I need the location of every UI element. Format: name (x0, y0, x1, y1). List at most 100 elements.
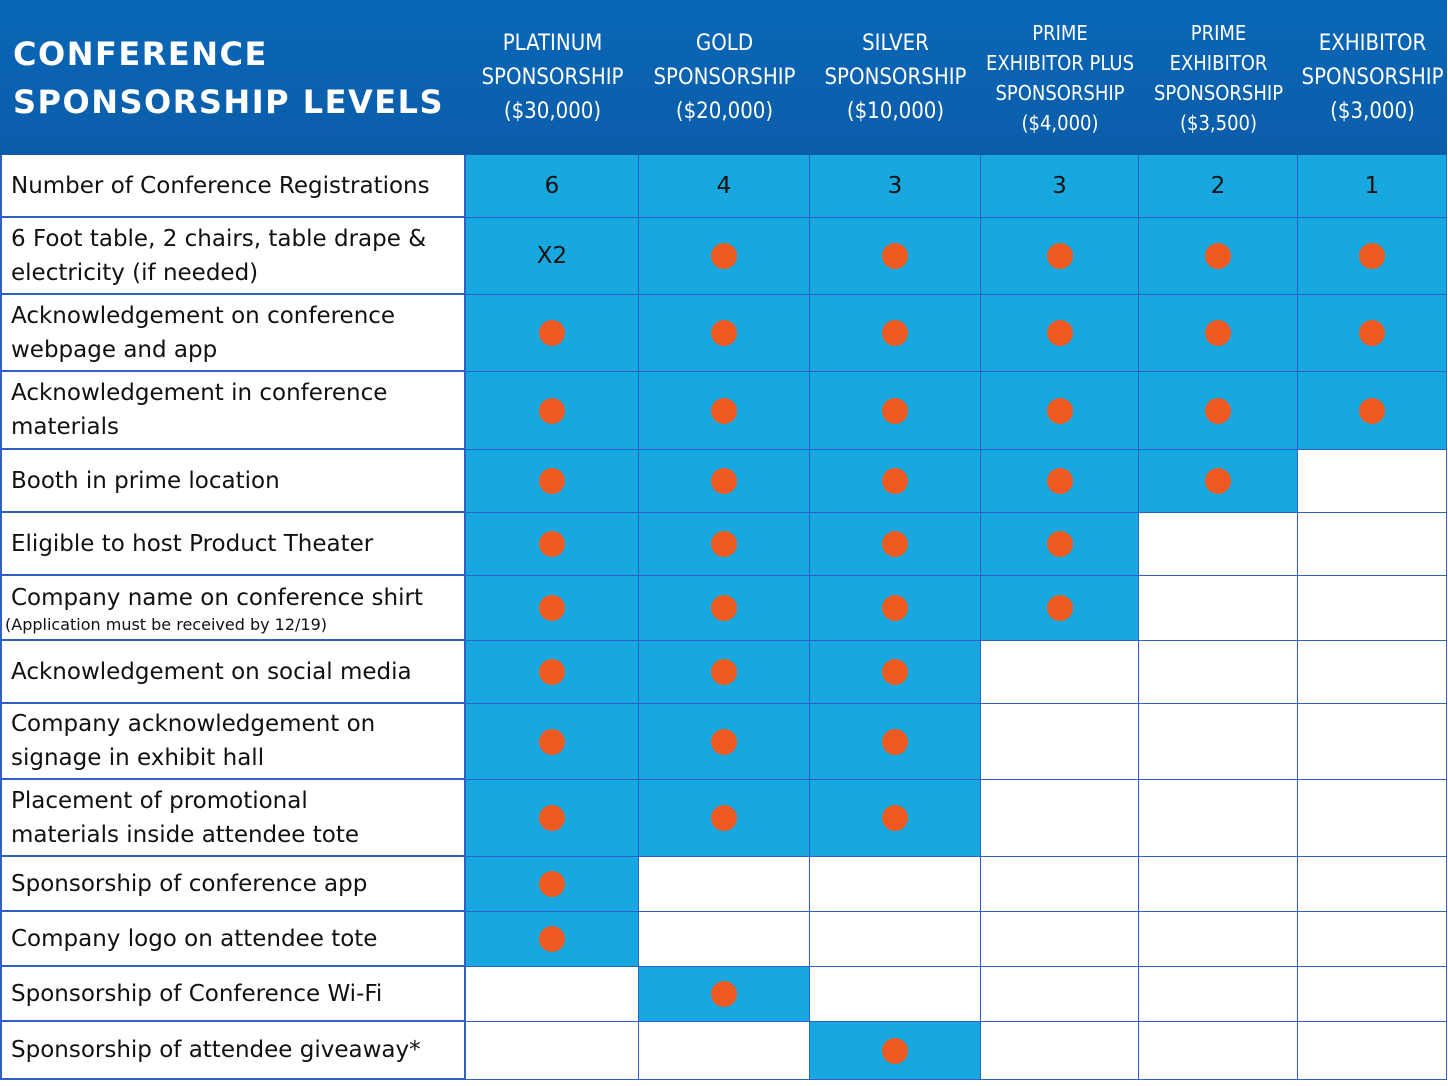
included-dot-icon (539, 320, 565, 346)
included-dot-icon (1359, 320, 1385, 346)
table-cell-gold (639, 912, 810, 967)
table-cell-platinum (466, 295, 639, 372)
included-dot-icon (711, 531, 737, 557)
table-cell-prime-exhibitor-plus (981, 295, 1139, 372)
table-cell-silver (810, 641, 981, 704)
row-label: Placement of promotional materials insid… (0, 780, 466, 857)
row-label: Acknowledgement on conference webpage an… (0, 295, 466, 372)
included-dot-icon (539, 871, 565, 897)
benefit-name: Eligible to host Product Theater (11, 530, 374, 557)
table-cell-silver (810, 1022, 981, 1080)
table-cell-prime-exhibitor (1139, 967, 1298, 1022)
row-label: Eligible to host Product Theater (0, 513, 466, 576)
table-cell-platinum (466, 641, 639, 704)
included-dot-icon (1205, 397, 1231, 424)
cell-value: 1 (1364, 173, 1380, 199)
table-cell-exhibitor (1298, 704, 1447, 780)
table-cell-silver (810, 450, 981, 513)
included-dot-icon (539, 805, 565, 831)
table-cell-exhibitor (1298, 1022, 1447, 1080)
table-cell-platinum (466, 912, 639, 967)
included-dot-icon (1046, 397, 1073, 424)
table-cell-gold (639, 967, 810, 1022)
included-dot-icon (711, 981, 737, 1007)
table-cell-prime-exhibitor-plus (981, 780, 1139, 857)
table-cell-prime-exhibitor (1139, 218, 1298, 295)
table-cell-gold (639, 857, 810, 912)
included-dot-icon (711, 320, 737, 346)
benefit-name: Acknowledgement on social media (11, 658, 412, 685)
table-cell-gold: 4 (639, 155, 810, 218)
table-cell-platinum (466, 576, 639, 641)
benefit-name: Company logo on attendee tote (11, 925, 378, 952)
table-cell-prime-exhibitor (1139, 641, 1298, 704)
benefit-name: Sponsorship of attendee giveaway* (11, 1037, 421, 1063)
table-cell-platinum (466, 857, 639, 912)
tier-header-exhibitor: EXHIBITOR SPONSORSHIP ($3,000) (1298, 0, 1447, 155)
table-cell-platinum: X2 (466, 218, 639, 295)
included-dot-icon (882, 531, 908, 557)
table-cell-silver (810, 372, 981, 450)
included-dot-icon (882, 595, 908, 621)
row-label: Acknowledgement in conference materials (0, 372, 466, 450)
row-label: Sponsorship of attendee giveaway* (0, 1022, 466, 1080)
table-cell-prime-exhibitor (1139, 704, 1298, 780)
table-cell-gold (639, 513, 810, 576)
tier-header-gold: GOLD SPONSORSHIP ($20,000) (639, 0, 810, 155)
included-dot-icon (711, 595, 737, 621)
table-cell-exhibitor (1298, 372, 1447, 450)
tier-header-prime-exhibitor-plus: PRIME EXHIBITOR PLUS SPONSORSHIP ($4,000… (981, 0, 1139, 155)
included-dot-icon (1205, 243, 1231, 269)
included-dot-icon (1205, 468, 1231, 494)
table-cell-silver (810, 576, 981, 641)
included-dot-icon (882, 728, 908, 755)
table-cell-prime-exhibitor-plus (981, 1022, 1139, 1080)
included-dot-icon (1359, 397, 1385, 424)
table-cell-exhibitor (1298, 857, 1447, 912)
included-dot-icon (882, 468, 908, 494)
included-dot-icon (1046, 468, 1073, 494)
table-cell-silver (810, 513, 981, 576)
included-dot-icon (711, 397, 737, 424)
cell-value: 3 (887, 173, 903, 199)
row-label: Company acknowledgement on signage in ex… (0, 704, 466, 780)
table-cell-gold (639, 780, 810, 857)
table-cell-silver (810, 967, 981, 1022)
table-cell-gold (639, 218, 810, 295)
tier-header-silver: SILVER SPONSORSHIP ($10,000) (810, 0, 981, 155)
included-dot-icon (539, 728, 565, 755)
included-dot-icon (882, 1037, 908, 1064)
table-cell-platinum (466, 967, 639, 1022)
included-dot-icon (1046, 243, 1073, 269)
table-cell-platinum (466, 780, 639, 857)
row-label: Sponsorship of conference app (0, 857, 466, 912)
table-cell-prime-exhibitor-plus: 3 (981, 155, 1139, 218)
row-label: Booth in prime location (0, 450, 466, 513)
table-cell-platinum (466, 372, 639, 450)
table-cell-silver (810, 295, 981, 372)
table-cell-silver (810, 857, 981, 912)
table-cell-platinum (466, 450, 639, 513)
table-cell-silver (810, 704, 981, 780)
row-label: Company logo on attendee tote (0, 912, 466, 967)
included-dot-icon (882, 659, 908, 685)
benefit-name: Company name on conference shirt (11, 584, 423, 611)
table-cell-prime-exhibitor: 2 (1139, 155, 1298, 218)
included-dot-icon (539, 468, 565, 494)
included-dot-icon (711, 243, 737, 269)
included-dot-icon (711, 728, 737, 755)
table-cell-prime-exhibitor-plus (981, 218, 1139, 295)
table-cell-gold (639, 704, 810, 780)
benefit-name: Sponsorship of conference app (11, 870, 368, 897)
table-cell-prime-exhibitor-plus (981, 372, 1139, 450)
table-cell-prime-exhibitor-plus (981, 912, 1139, 967)
benefit-name: Placement of promotional materials insid… (11, 787, 360, 848)
included-dot-icon (882, 805, 908, 831)
cell-value: 3 (1052, 173, 1067, 199)
included-dot-icon (711, 468, 737, 494)
included-dot-icon (539, 595, 565, 621)
benefit-name: Acknowledgement in conference materials (11, 380, 388, 440)
included-dot-icon (882, 397, 908, 424)
table-cell-gold (639, 372, 810, 450)
